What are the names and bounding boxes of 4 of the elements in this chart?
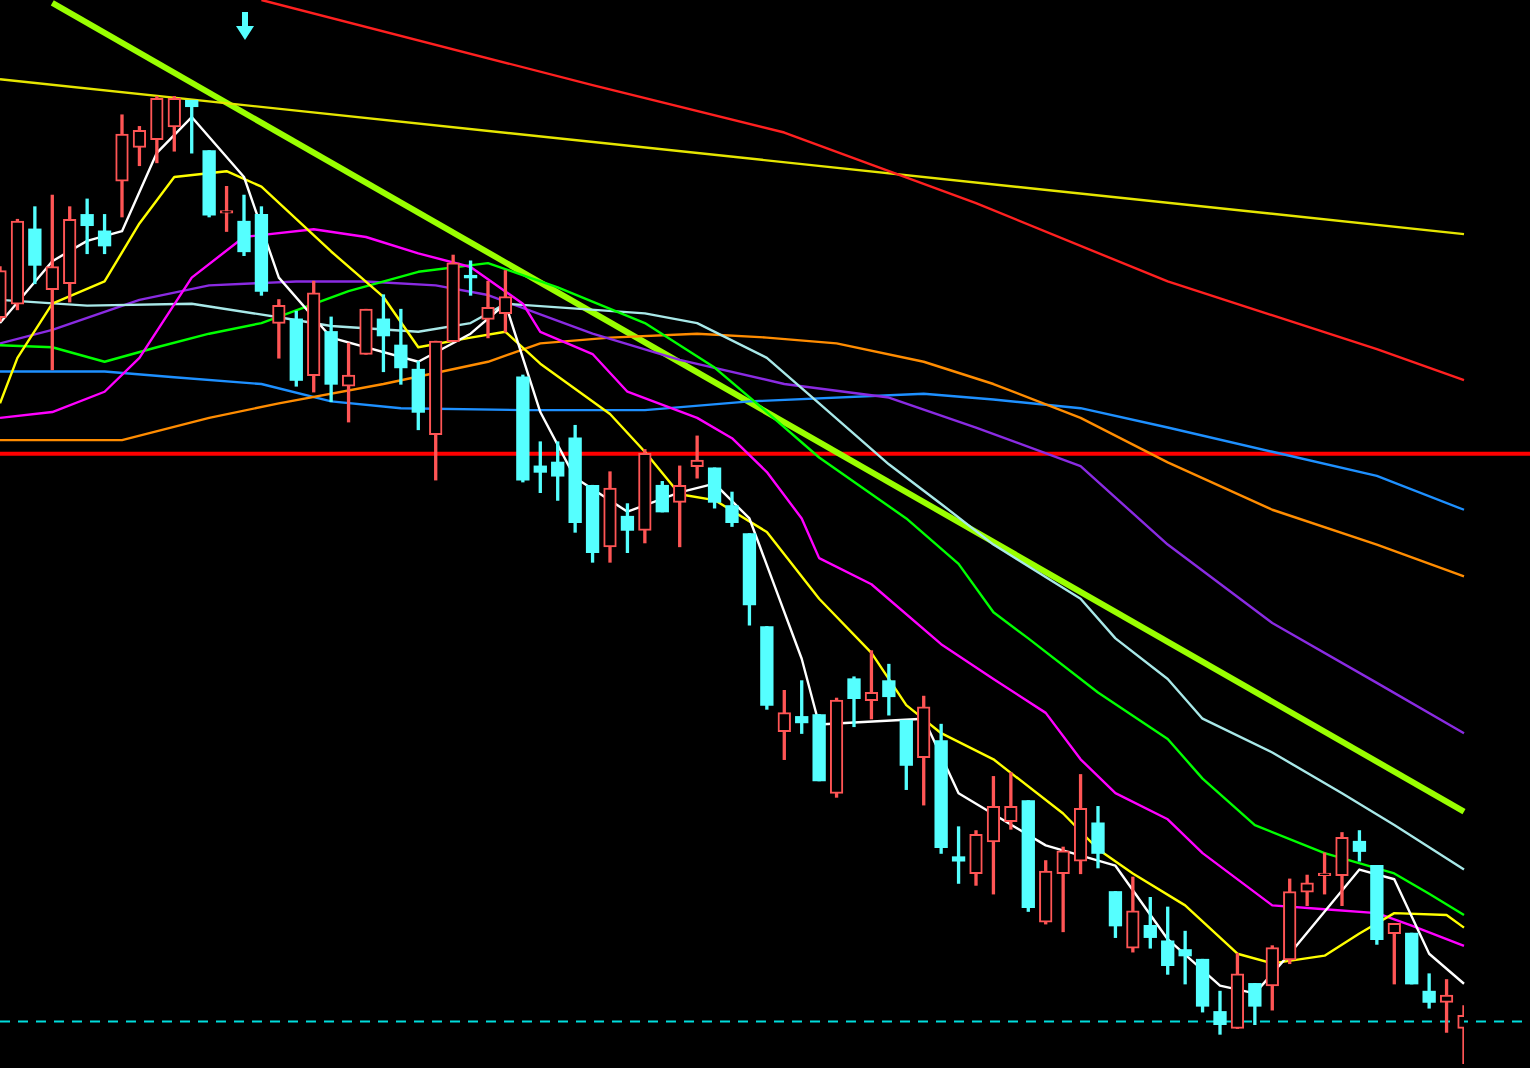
candlestick [80, 198, 94, 255]
candlestick [1178, 930, 1192, 985]
candlestick [690, 435, 704, 479]
candlestick [481, 280, 495, 339]
